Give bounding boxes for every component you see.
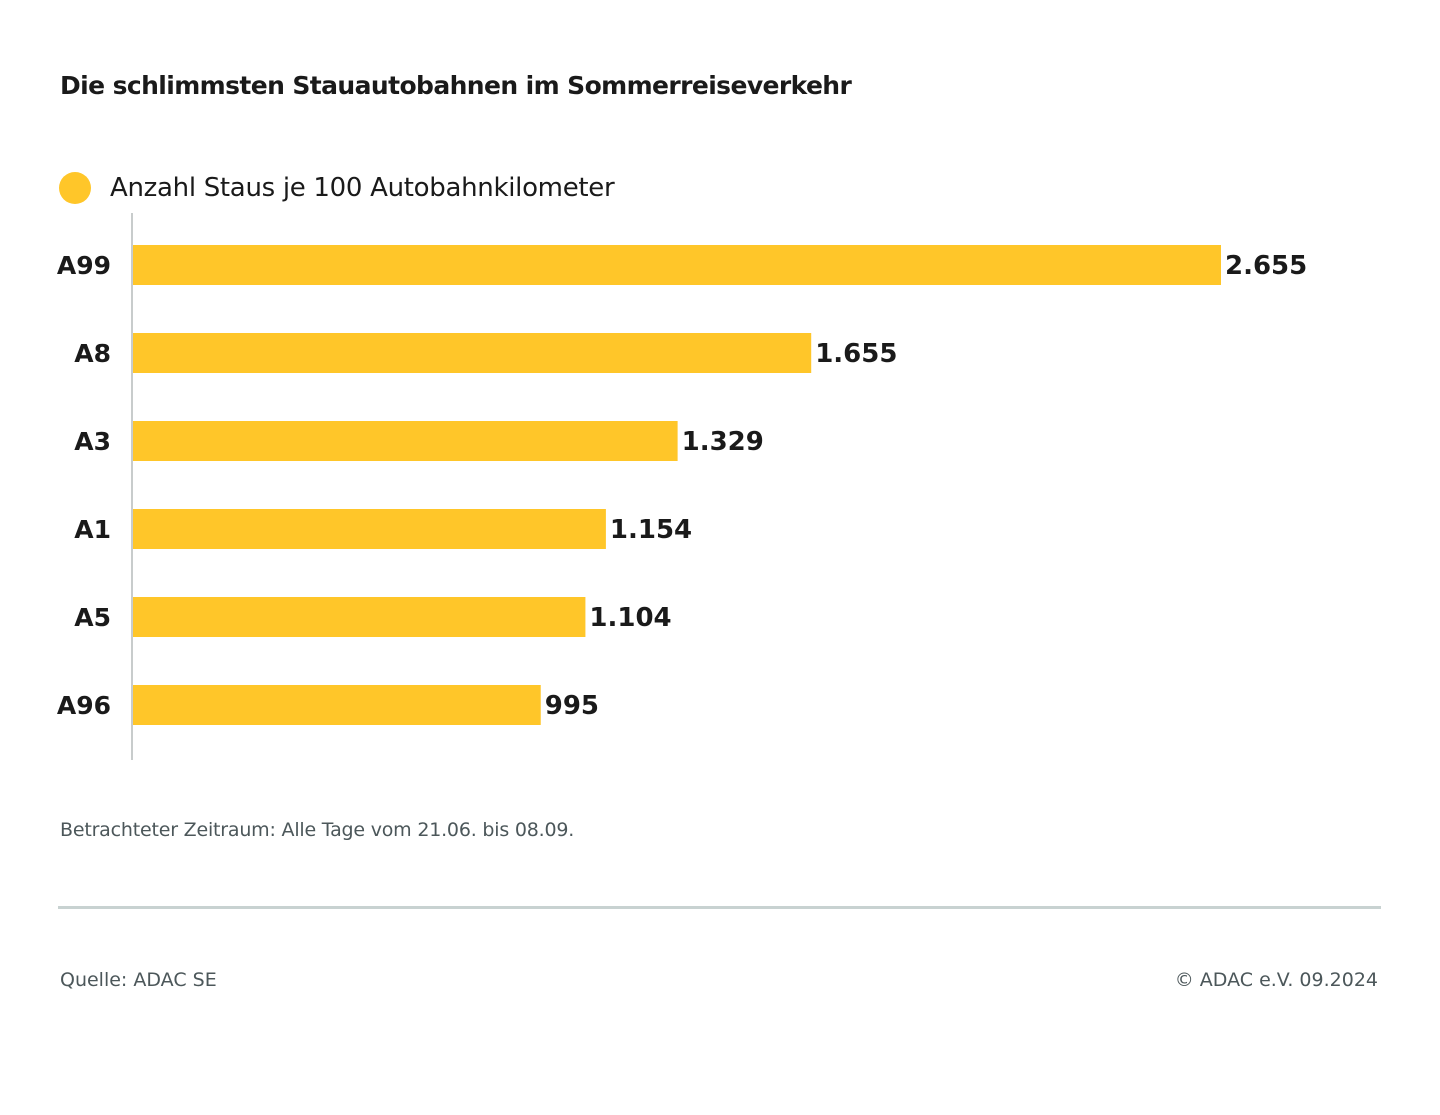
chart-title: Die schlimmsten Stauautobahnen im Sommer… — [60, 71, 852, 100]
bar-A99 — [133, 245, 1221, 285]
divider — [58, 906, 1381, 909]
legend-marker-icon — [59, 172, 91, 204]
bar-A1 — [133, 509, 606, 549]
copyright-label: © ADAC e.V. 09.2024 — [1174, 969, 1378, 991]
bar-A5 — [133, 597, 586, 637]
source-label: Quelle: ADAC SE — [60, 969, 217, 991]
bar-A3 — [133, 421, 678, 461]
value-label: 995 — [545, 691, 599, 721]
bar-A96 — [133, 685, 541, 725]
value-label: 2.655 — [1225, 251, 1307, 281]
category-label: A96 — [57, 691, 111, 720]
category-label: A5 — [74, 603, 111, 632]
category-label: A99 — [57, 251, 111, 280]
bar-A8 — [133, 333, 812, 373]
value-label: 1.329 — [682, 427, 764, 457]
value-label: 1.655 — [815, 339, 897, 369]
legend: Anzahl Staus je 100 Autobahnkilometer — [59, 172, 615, 204]
value-label: 1.154 — [610, 515, 692, 545]
value-label: 1.104 — [589, 603, 671, 633]
legend-label: Anzahl Staus je 100 Autobahnkilometer — [110, 173, 615, 203]
footnote: Betrachteter Zeitraum: Alle Tage vom 21.… — [60, 819, 575, 841]
category-label: A1 — [74, 515, 111, 544]
category-label: A3 — [74, 427, 111, 456]
category-label: A8 — [74, 339, 111, 368]
